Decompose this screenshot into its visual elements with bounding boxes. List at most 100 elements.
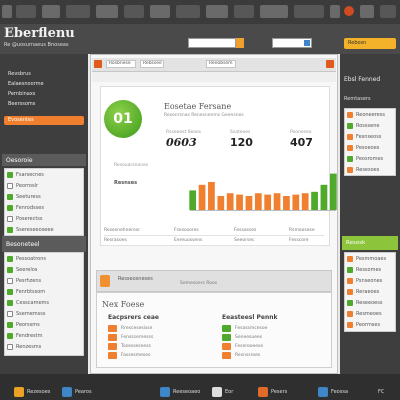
taskbar-item-2[interactable]: Pearos	[62, 386, 92, 398]
list-item[interactable]: Fendrestm	[5, 330, 83, 341]
list-item[interactable]: Resnssroes	[222, 351, 267, 360]
checkbox-icon[interactable]	[7, 171, 13, 178]
list-item[interactable]: Rosssene	[345, 120, 395, 131]
list-item[interactable]: Peormses	[345, 319, 395, 330]
user-icon[interactable]	[380, 5, 396, 18]
checkbox-icon[interactable]	[7, 204, 13, 211]
list-item[interactable]: Ressomes	[345, 264, 395, 275]
search-input[interactable]	[188, 38, 236, 48]
sidebar-item-active[interactable]: Evosentes	[4, 116, 84, 125]
checkbox-icon[interactable]	[7, 255, 13, 262]
chevron-down-icon[interactable]	[304, 40, 310, 46]
checkbox-icon[interactable]	[7, 266, 13, 273]
menu-icon[interactable]	[2, 5, 12, 18]
app-icon	[160, 387, 170, 397]
toolbar-tab-9[interactable]	[234, 5, 254, 18]
sidebar-item-3[interactable]: Pernbinaxs	[8, 91, 36, 97]
list-item[interactable]: Seerelos	[5, 264, 83, 275]
status-icon	[347, 310, 353, 317]
list-item[interactable]: Seneesuees	[222, 333, 267, 342]
toolbar-tab-7[interactable]	[176, 5, 200, 18]
checkbox-icon[interactable]	[7, 182, 13, 189]
sidebar-section-panel: Pessoatrons Seerelos Pesrhzens Fenrbtsso…	[4, 252, 84, 356]
toolbar-tab-11[interactable]	[294, 5, 324, 18]
list-item[interactable]: Fenrodsses	[5, 202, 83, 213]
window-tab-1[interactable]: Rosbnese	[106, 60, 136, 68]
close-icon[interactable]	[326, 60, 334, 68]
list-item[interactable]: Reseeoess	[345, 297, 395, 308]
list-item[interactable]: Peorssms	[5, 319, 83, 330]
chart-bar-2	[198, 184, 206, 210]
toolbar-tab-5[interactable]	[124, 5, 144, 18]
sidebar-item-4[interactable]: Beerssoms	[8, 101, 36, 107]
taskbar-item-4[interactable]: Eor	[212, 386, 233, 398]
taskbar-item-3[interactable]: Reeseoaeo	[160, 386, 200, 398]
sidebar-item-1[interactable]: Revsbrus	[8, 71, 31, 77]
settings-icon[interactable]	[360, 5, 374, 18]
list-item[interactable]: Seeturess	[5, 191, 83, 202]
checkbox-icon[interactable]	[7, 288, 13, 295]
search-icon[interactable]	[236, 38, 244, 48]
window-subtoolbar	[92, 72, 336, 82]
list-item[interactable]: Fensssernesss	[108, 333, 153, 342]
list-item[interactable]: Peosromes	[345, 153, 395, 164]
notification-icon[interactable]	[344, 6, 354, 16]
taskbar-item-5[interactable]: Pesers	[258, 386, 287, 398]
list-item[interactable]: Cesscamems	[5, 297, 83, 308]
list-item[interactable]: Feserooeese	[222, 342, 267, 351]
list-item[interactable]: Pesrhzens	[5, 275, 83, 286]
right-panel-green-bar[interactable]: Resosk	[342, 236, 398, 250]
toolbar-tab-6[interactable]	[150, 5, 170, 18]
filter-dropdown[interactable]	[272, 38, 312, 48]
list-item[interactable]: Tosesseseess	[108, 342, 153, 351]
taskbar-item-1[interactable]: Rezesoes	[14, 386, 50, 398]
toolbar-tab-8[interactable]	[206, 5, 228, 18]
list-item[interactable]: Resesoes	[345, 164, 395, 175]
list-item[interactable]: Fassesmeses	[108, 351, 153, 360]
toolbar-tab-10[interactable]	[260, 5, 288, 18]
list-item[interactable]: Resmeoes	[345, 308, 395, 319]
checkbox-icon[interactable]	[7, 193, 13, 200]
taskbar-item-6[interactable]: Feossa	[318, 386, 348, 398]
right-panel-link[interactable]: Remtasers	[344, 96, 371, 102]
sidebar-item-2[interactable]: Ealaesnoorme	[8, 81, 44, 87]
window-tab-2[interactable]: Rebssee	[140, 60, 164, 68]
list-item[interactable]: Reoneeress	[345, 109, 395, 120]
list-item[interactable]: Fenrbtssom	[5, 286, 83, 297]
list-item[interactable]: Fesassmcesoe	[222, 324, 267, 333]
stat-value-3: 407	[290, 136, 313, 149]
list-item[interactable]: Poserectss	[5, 213, 83, 224]
toolbar-tab-12[interactable]	[330, 5, 340, 18]
toolbar-tab-3[interactable]	[66, 5, 90, 18]
list-item[interactable]: Ssememsss	[5, 308, 83, 319]
toolbar-tab-4[interactable]	[96, 5, 118, 18]
primary-action-button[interactable]: Rebosn	[344, 38, 396, 49]
checkbox-icon[interactable]	[7, 215, 13, 222]
list-item[interactable]: Reraeoes	[345, 286, 395, 297]
list-item[interactable]: Renzesms	[5, 341, 83, 352]
checkbox-icon[interactable]	[7, 332, 13, 339]
checkbox-icon[interactable]	[7, 226, 13, 233]
list-item[interactable]: Fsarsecnes	[5, 169, 83, 180]
window-app-icon	[94, 60, 102, 68]
list-item[interactable]: Pessoatrons	[5, 253, 83, 264]
list-item[interactable]: Psnseones	[345, 275, 395, 286]
window-tab-3[interactable]: Reeobsem	[206, 60, 236, 68]
list-item[interactable]: Fesnseoss	[345, 131, 395, 142]
list-item[interactable]: Ssereseeoseee	[5, 224, 83, 235]
checkbox-icon[interactable]	[7, 343, 13, 350]
checkbox-icon[interactable]	[7, 310, 13, 317]
checkbox-icon[interactable]	[7, 321, 13, 328]
checkbox-icon[interactable]	[7, 277, 13, 284]
list-item[interactable]: Pesmmoaes	[345, 253, 395, 264]
toolbar-tab-1[interactable]	[16, 5, 36, 18]
status-icon	[222, 325, 231, 332]
list-item[interactable]: Pesoeoes	[345, 142, 395, 153]
list-item[interactable]: Peorroslr	[5, 180, 83, 191]
section-a-title: Eacpsrers ceae	[108, 314, 159, 321]
status-icon	[347, 277, 353, 284]
checkbox-icon[interactable]	[7, 299, 13, 306]
chart-caption: Reseuarsnones	[114, 163, 149, 168]
toolbar-tab-2[interactable]	[42, 5, 60, 18]
list-item[interactable]: Rrescesesisse	[108, 324, 153, 333]
